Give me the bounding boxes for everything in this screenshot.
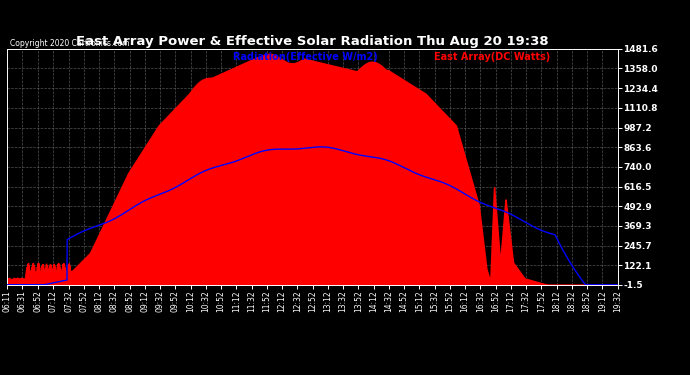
- Text: East Array(DC Watts): East Array(DC Watts): [435, 52, 551, 62]
- Text: Copyright 2020 Cartronics.com: Copyright 2020 Cartronics.com: [10, 39, 130, 48]
- Text: Radiation(Effective W/m2): Radiation(Effective W/m2): [233, 52, 377, 62]
- Title: East Array Power & Effective Solar Radiation Thu Aug 20 19:38: East Array Power & Effective Solar Radia…: [76, 34, 549, 48]
